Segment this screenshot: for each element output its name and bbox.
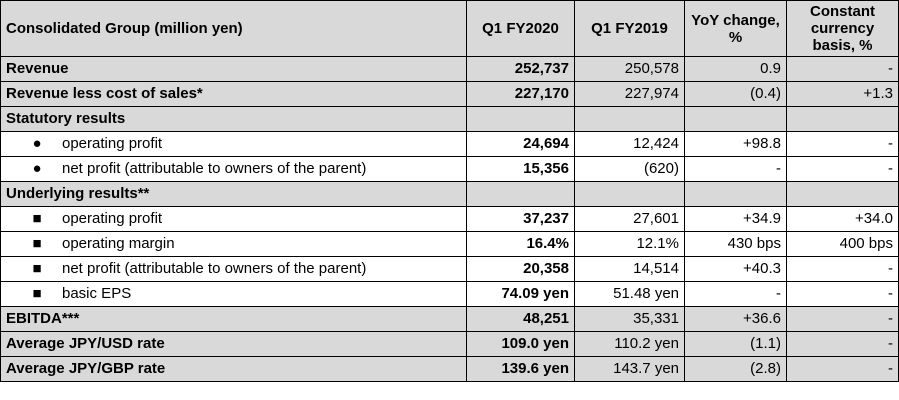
cell-constant-currency: - (786, 156, 899, 182)
table-row: ■ operating margin 16.4% 12.1% 430 bps 40… (0, 231, 899, 257)
cell-q1-fy2020: 139.6 yen (466, 356, 575, 382)
cell-q1-fy2020: 15,356 (466, 156, 575, 182)
cell-q1-fy2020: 20,358 (466, 256, 575, 282)
cell-q1-fy2019: 51.48 yen (574, 281, 685, 307)
row-label: ● operating profit (0, 131, 467, 157)
circle-bullet-icon: ● (32, 135, 42, 152)
cell-yoy: (0.4) (684, 81, 787, 107)
header-label: Consolidated Group (million yen) (0, 0, 467, 57)
cell-q1-fy2019: 110.2 yen (574, 331, 685, 357)
row-label: ■ operating profit (0, 206, 467, 232)
header-q1-fy2019: Q1 FY2019 (574, 0, 685, 57)
cell-constant-currency: - (786, 281, 899, 307)
cell-q1-fy2019: 35,331 (574, 306, 685, 332)
cell-yoy: (2.8) (684, 356, 787, 382)
row-label: ● net profit (attributable to owners of t… (0, 156, 467, 182)
square-bullet-icon: ■ (32, 235, 42, 252)
cell-constant-currency: - (786, 56, 899, 82)
cell-q1-fy2020: 252,737 (466, 56, 575, 82)
section-row-statutory: Statutory results (0, 106, 899, 132)
cell-q1-fy2020: 16.4% (466, 231, 575, 257)
results-table: Consolidated Group (million yen) Q1 FY20… (0, 0, 899, 382)
header-yoy-change: YoY change, % (684, 0, 787, 57)
circle-bullet-icon: ● (32, 160, 42, 177)
header-q1-fy2020: Q1 FY2020 (466, 0, 575, 57)
cell-q1-fy2019: 27,601 (574, 206, 685, 232)
table-row: Average JPY/GBP rate 139.6 yen 143.7 yen… (0, 356, 899, 382)
cell-q1-fy2020: 227,170 (466, 81, 575, 107)
section-label: Statutory results (0, 106, 467, 132)
cell-q1-fy2019: 227,974 (574, 81, 685, 107)
table-row: Average JPY/USD rate 109.0 yen 110.2 yen… (0, 331, 899, 357)
cell-q1-fy2020: 74.09 yen (466, 281, 575, 307)
cell-yoy: (1.1) (684, 331, 787, 357)
table-row: ● operating profit 24,694 12,424 +98.8 - (0, 131, 899, 157)
cell-yoy: +34.9 (684, 206, 787, 232)
cell-yoy: - (684, 156, 787, 182)
row-label: Revenue less cost of sales* (0, 81, 467, 107)
square-bullet-icon: ■ (32, 285, 42, 302)
cell-q1-fy2020: 48,251 (466, 306, 575, 332)
cell-yoy: 0.9 (684, 56, 787, 82)
row-label: Average JPY/GBP rate (0, 356, 467, 382)
cell-constant-currency: - (786, 256, 899, 282)
square-bullet-icon: ■ (32, 210, 42, 227)
table-row: ● net profit (attributable to owners of t… (0, 156, 899, 182)
cell-q1-fy2020: 24,694 (466, 131, 575, 157)
table-header-row: Consolidated Group (million yen) Q1 FY20… (0, 0, 899, 57)
cell-constant-currency: +34.0 (786, 206, 899, 232)
cell-yoy: +36.6 (684, 306, 787, 332)
cell-constant-currency: - (786, 306, 899, 332)
cell-q1-fy2019: 250,578 (574, 56, 685, 82)
cell-q1-fy2019: 12,424 (574, 131, 685, 157)
cell-q1-fy2019: 12.1% (574, 231, 685, 257)
table-row: ■ basic EPS 74.09 yen 51.48 yen - - (0, 281, 899, 307)
row-label: Average JPY/USD rate (0, 331, 467, 357)
table-row: EBITDA*** 48,251 35,331 +36.6 - (0, 306, 899, 332)
cell-constant-currency: 400 bps (786, 231, 899, 257)
row-label: Revenue (0, 56, 467, 82)
cell-q1-fy2020: 37,237 (466, 206, 575, 232)
row-label: ■ operating margin (0, 231, 467, 257)
section-row-underlying: Underlying results** (0, 181, 899, 207)
row-label: ■ net profit (attributable to owners of t… (0, 256, 467, 282)
cell-q1-fy2019: 14,514 (574, 256, 685, 282)
header-constant-currency: Constant currency basis, % (786, 0, 899, 57)
cell-constant-currency: - (786, 331, 899, 357)
cell-yoy: - (684, 281, 787, 307)
row-label: EBITDA*** (0, 306, 467, 332)
table-row: ■ operating profit 37,237 27,601 +34.9 +3… (0, 206, 899, 232)
cell-q1-fy2020: 109.0 yen (466, 331, 575, 357)
row-label: ■ basic EPS (0, 281, 467, 307)
cell-constant-currency: - (786, 356, 899, 382)
square-bullet-icon: ■ (32, 260, 42, 277)
table-row: Revenue 252,737 250,578 0.9 - (0, 56, 899, 82)
table-row: ■ net profit (attributable to owners of t… (0, 256, 899, 282)
cell-yoy: +40.3 (684, 256, 787, 282)
cell-q1-fy2019: (620) (574, 156, 685, 182)
cell-yoy: 430 bps (684, 231, 787, 257)
cell-constant-currency: +1.3 (786, 81, 899, 107)
table-row: Revenue less cost of sales* 227,170 227,… (0, 81, 899, 107)
cell-q1-fy2019: 143.7 yen (574, 356, 685, 382)
cell-yoy: +98.8 (684, 131, 787, 157)
section-label: Underlying results** (0, 181, 467, 207)
cell-constant-currency: - (786, 131, 899, 157)
